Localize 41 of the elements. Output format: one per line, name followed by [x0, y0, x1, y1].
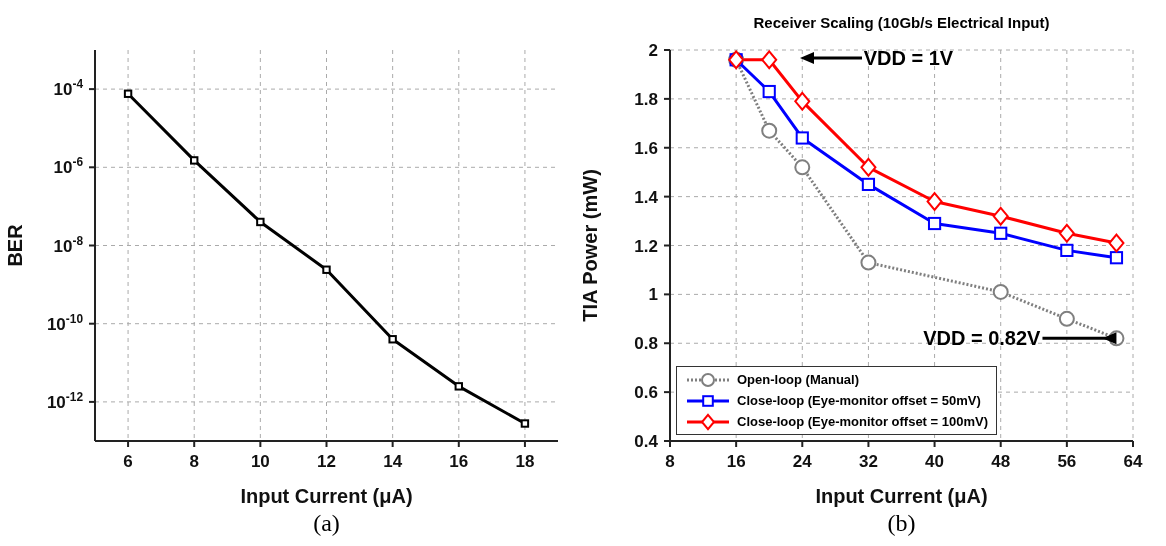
annotation: VDD = 1V — [863, 46, 954, 70]
y-tick-label: 2 — [648, 41, 658, 60]
x-tick-label: 16 — [726, 452, 746, 471]
x-axis-title: Input Current (μA) — [815, 485, 988, 507]
y-tick-label: 10$^{-8}$ — [53, 233, 84, 256]
annotation: VDD = 0.82V — [923, 327, 1042, 350]
legend-label: Close-loop (Eye-monitor offset = 50mV) — [737, 393, 981, 408]
x-tick-label: 64 — [1123, 452, 1143, 471]
x-tick-label: 48 — [991, 452, 1011, 471]
text: (a) — [312, 510, 341, 537]
x-tick-label: 8 — [665, 452, 675, 471]
x-tick-label: 32 — [858, 452, 878, 471]
x-tick-label: 40 — [925, 452, 945, 471]
text: (b) — [886, 510, 917, 537]
y-tick-label: 10$^{-6}$ — [53, 155, 84, 178]
y-tick-label: 0.6 — [634, 383, 658, 403]
x-tick-label: 8 — [189, 452, 199, 471]
y-tick-label: 1.2 — [634, 236, 658, 256]
x-tick-label: 12 — [317, 452, 336, 471]
y-tick-label: 10$^{-12}$ — [46, 389, 84, 412]
legend-label: Open-loop (Manual) — [737, 372, 860, 387]
x-tick-label: 56 — [1057, 452, 1077, 471]
y-axis-title: BER — [4, 223, 27, 267]
y-tick-label: 0.8 — [634, 334, 658, 354]
y-tick-label: 1.6 — [634, 138, 658, 158]
x-tick-label: 10 — [250, 452, 270, 471]
y-tick-label: 1.8 — [634, 89, 658, 109]
x-tick-label: 16 — [449, 452, 469, 471]
legend-label: Close-loop (Eye-monitor offset = 100mV) — [737, 414, 989, 429]
chart-title: Receiver Scaling (10Gb/s Electrical Input) — [752, 14, 1051, 31]
x-tick-label: 6 — [123, 452, 133, 471]
y-tick-label: 0.4 — [634, 432, 659, 451]
x-tick-label: 18 — [515, 452, 535, 471]
x-tick-label: 24 — [792, 452, 813, 471]
y-axis-title: TIA Power (mW) — [579, 169, 602, 322]
y-tick-label: 10$^{-4}$ — [53, 77, 84, 100]
x-tick-label: 14 — [383, 452, 403, 471]
y-tick-label: 10$^{-10}$ — [46, 311, 84, 334]
y-tick-label: 1 — [648, 285, 658, 305]
y-tick-label: 1.4 — [634, 187, 659, 207]
x-axis-title: Input Current (μA) — [240, 485, 413, 507]
